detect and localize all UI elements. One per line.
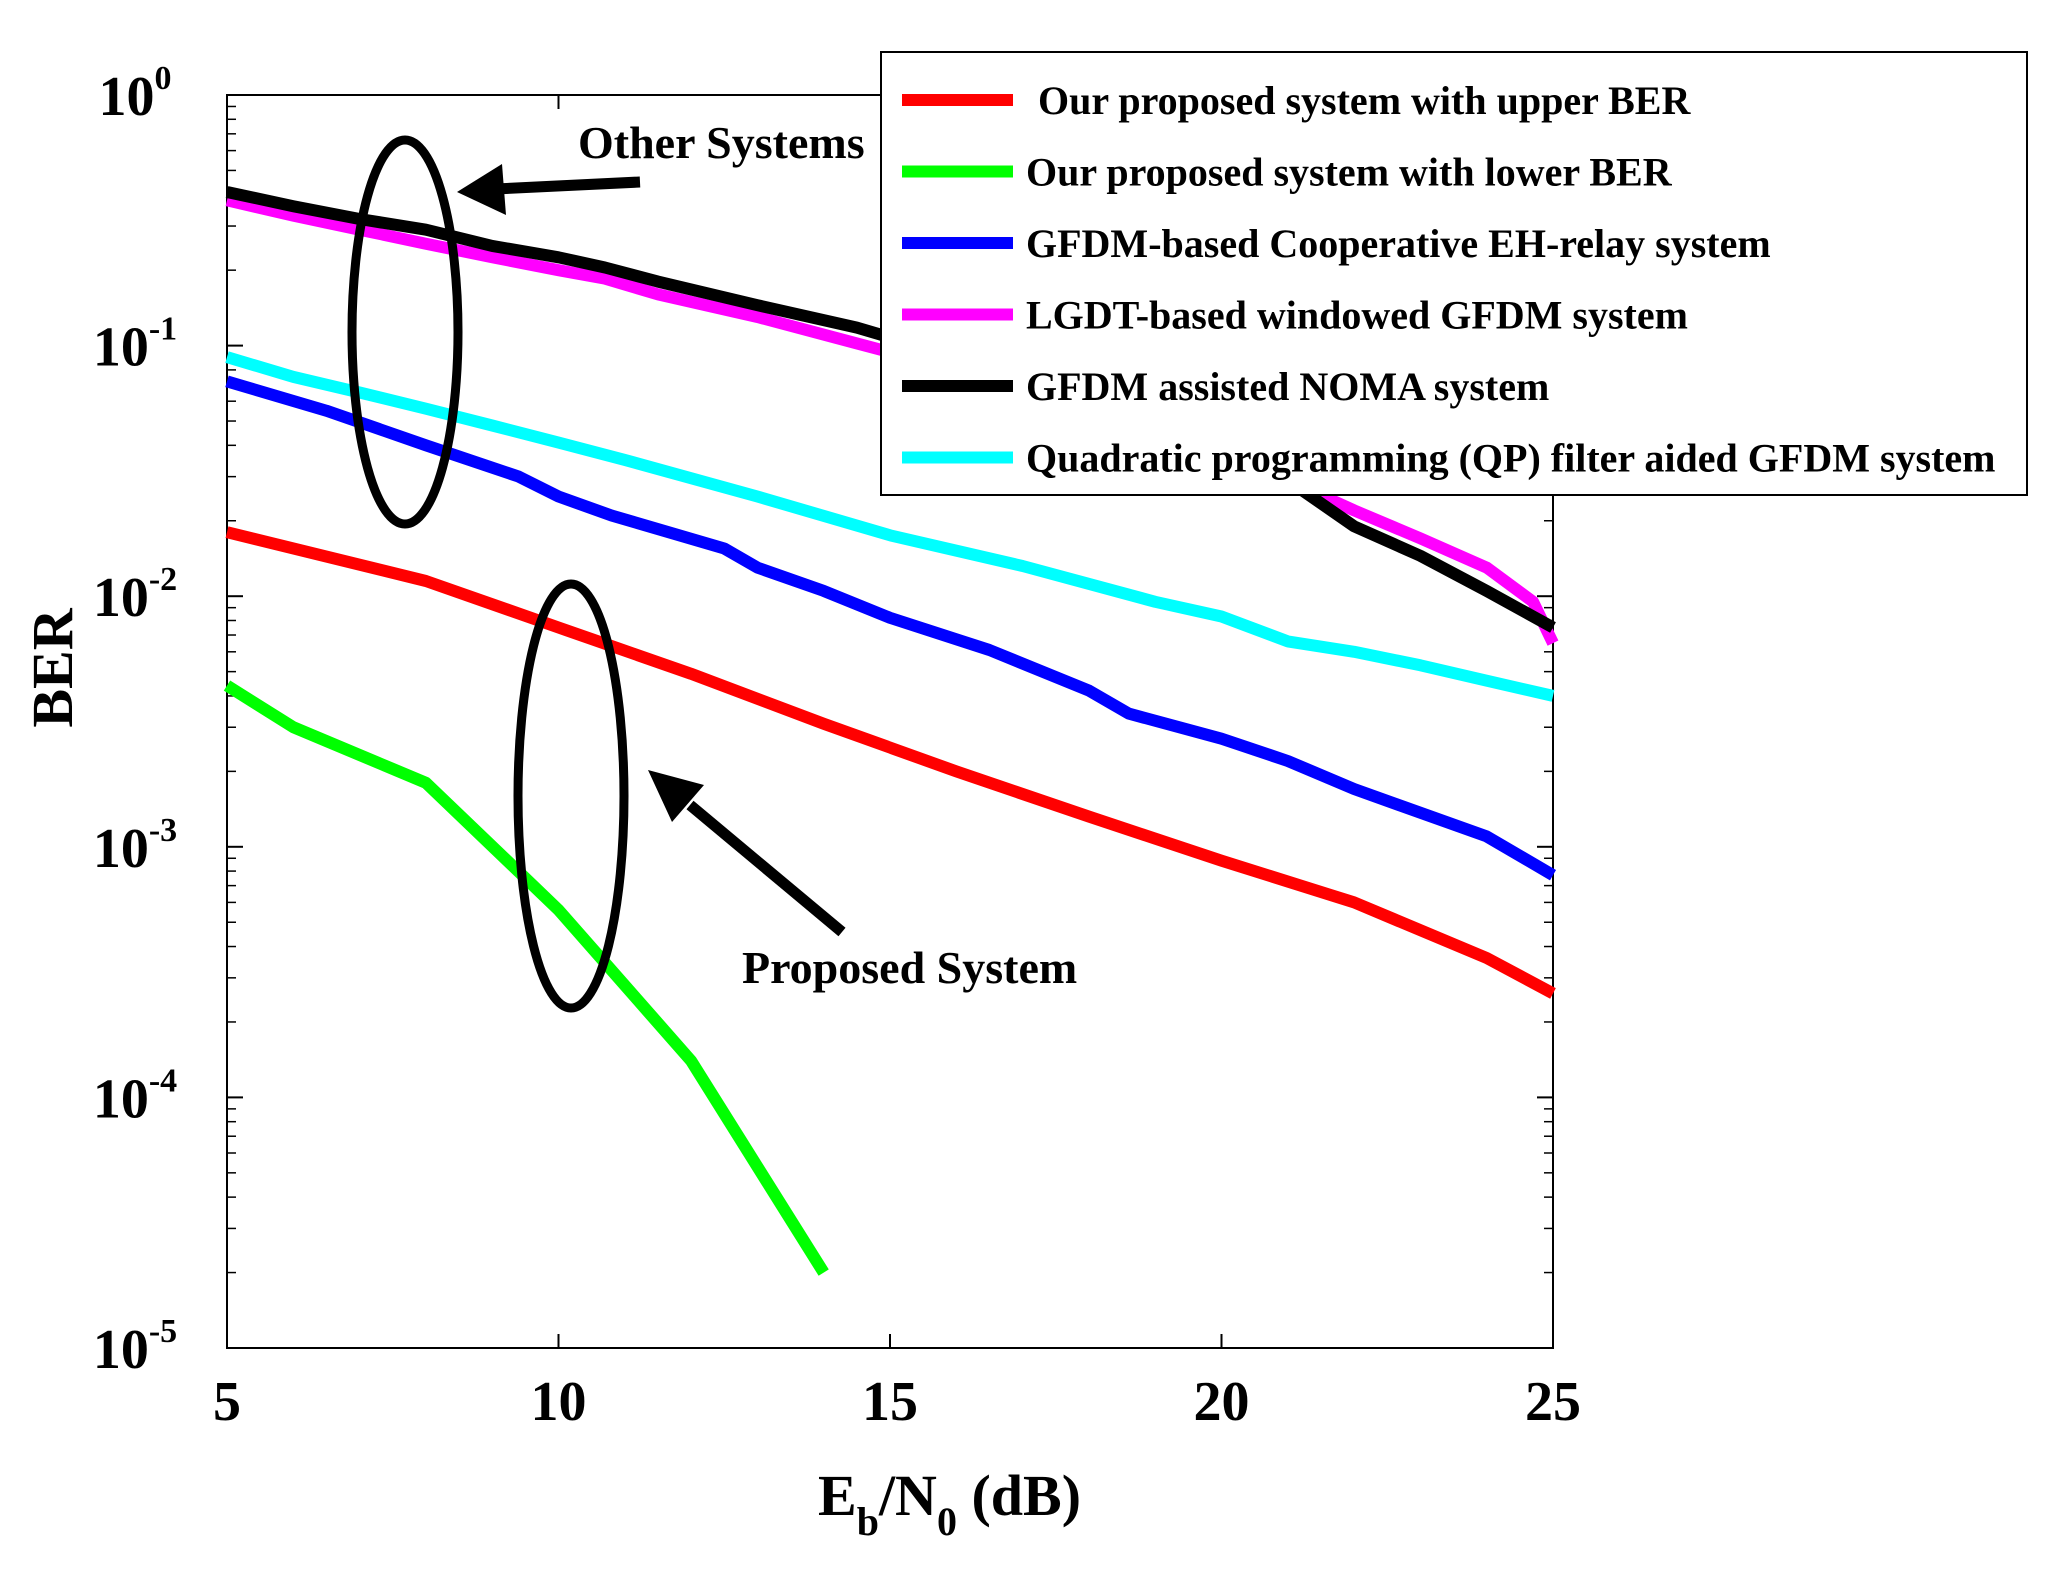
proposed-system-arrow-head xyxy=(648,770,704,822)
series-line-our-proposed-system-with-lower-ber xyxy=(223,680,829,1276)
legend-label: Quadratic programming (QP) filter aided … xyxy=(1026,436,1996,481)
legend-label: Our proposed system with upper BER xyxy=(1038,78,1691,123)
y-tick-exponent: -5 xyxy=(149,1313,177,1350)
y-tick-exponent: 0 xyxy=(155,60,172,97)
x-tick-label: 20 xyxy=(1194,1371,1250,1433)
y-tick-label: 10-2 xyxy=(93,561,177,629)
x-axis-title-mid: /N xyxy=(878,1463,937,1528)
y-tick-base: 10 xyxy=(93,567,149,629)
y-tick-base: 10 xyxy=(93,1319,149,1381)
other-systems-arrow-head xyxy=(457,164,506,215)
other-systems-arrow-shaft xyxy=(494,176,641,195)
x-axis-title-main: E xyxy=(818,1463,857,1528)
x-axis-title-sub1: b xyxy=(857,1499,879,1544)
other-systems-label: Other Systems xyxy=(578,117,865,168)
x-axis-title-tail: (dB) xyxy=(957,1463,1081,1528)
x-tick-label: 5 xyxy=(213,1371,241,1433)
legend-label: GFDM-based Cooperative EH-relay system xyxy=(1026,221,1771,266)
legend-label: Our proposed system with lower BER xyxy=(1026,150,1673,195)
legend-label: GFDM assisted NOMA system xyxy=(1026,364,1549,409)
x-tick-label: 15 xyxy=(862,1371,918,1433)
y-axis-title: BER xyxy=(20,607,85,727)
legend-box xyxy=(880,51,2028,496)
legend-label: LGDT-based windowed GFDM system xyxy=(1026,293,1688,338)
x-axis-title-sub2: 0 xyxy=(937,1499,957,1544)
y-tick-base: 10 xyxy=(93,317,149,379)
y-tick-label: 10-5 xyxy=(93,1313,177,1381)
y-tick-base: 10 xyxy=(99,66,155,128)
x-axis-title: Eb/N0 (dB) xyxy=(818,1463,1081,1544)
proposed-system-label: Proposed System xyxy=(742,942,1077,993)
y-tick-exponent: -4 xyxy=(149,1062,177,1099)
series-line-our-proposed-system-with-upper-ber xyxy=(225,526,1556,999)
annotation-proposed-system: Proposed System xyxy=(513,579,1077,1013)
series-line-gfdm-based-cooperative-eh-relay-system xyxy=(225,375,1557,881)
y-tick-exponent: -1 xyxy=(149,311,177,348)
y-tick-label: 10-3 xyxy=(93,812,177,880)
legend: Our proposed system with upper BER Our pr… xyxy=(880,51,2028,496)
y-tick-label: 10-4 xyxy=(93,1062,177,1130)
y-tick-base: 10 xyxy=(93,1068,149,1130)
y-tick-base: 10 xyxy=(93,818,149,880)
other-systems-ellipse xyxy=(347,135,463,529)
x-tick-label: 10 xyxy=(531,1371,587,1433)
y-tick-label: 10-1 xyxy=(93,311,177,379)
x-tick-label: 25 xyxy=(1525,1371,1581,1433)
annotation-other-systems: Other Systems xyxy=(347,117,865,529)
y-tick-exponent: -2 xyxy=(149,561,177,598)
y-tick-exponent: -3 xyxy=(149,812,177,849)
series-line-quadratic-programming-qp-filter-aided-gfdm-system xyxy=(225,351,1555,702)
proposed-system-ellipse xyxy=(513,579,629,1013)
proposed-system-arrow-shaft xyxy=(686,800,846,937)
y-tick-label: 100 xyxy=(99,60,172,128)
legend-items: Our proposed system with upper BER Our pr… xyxy=(902,78,1996,481)
